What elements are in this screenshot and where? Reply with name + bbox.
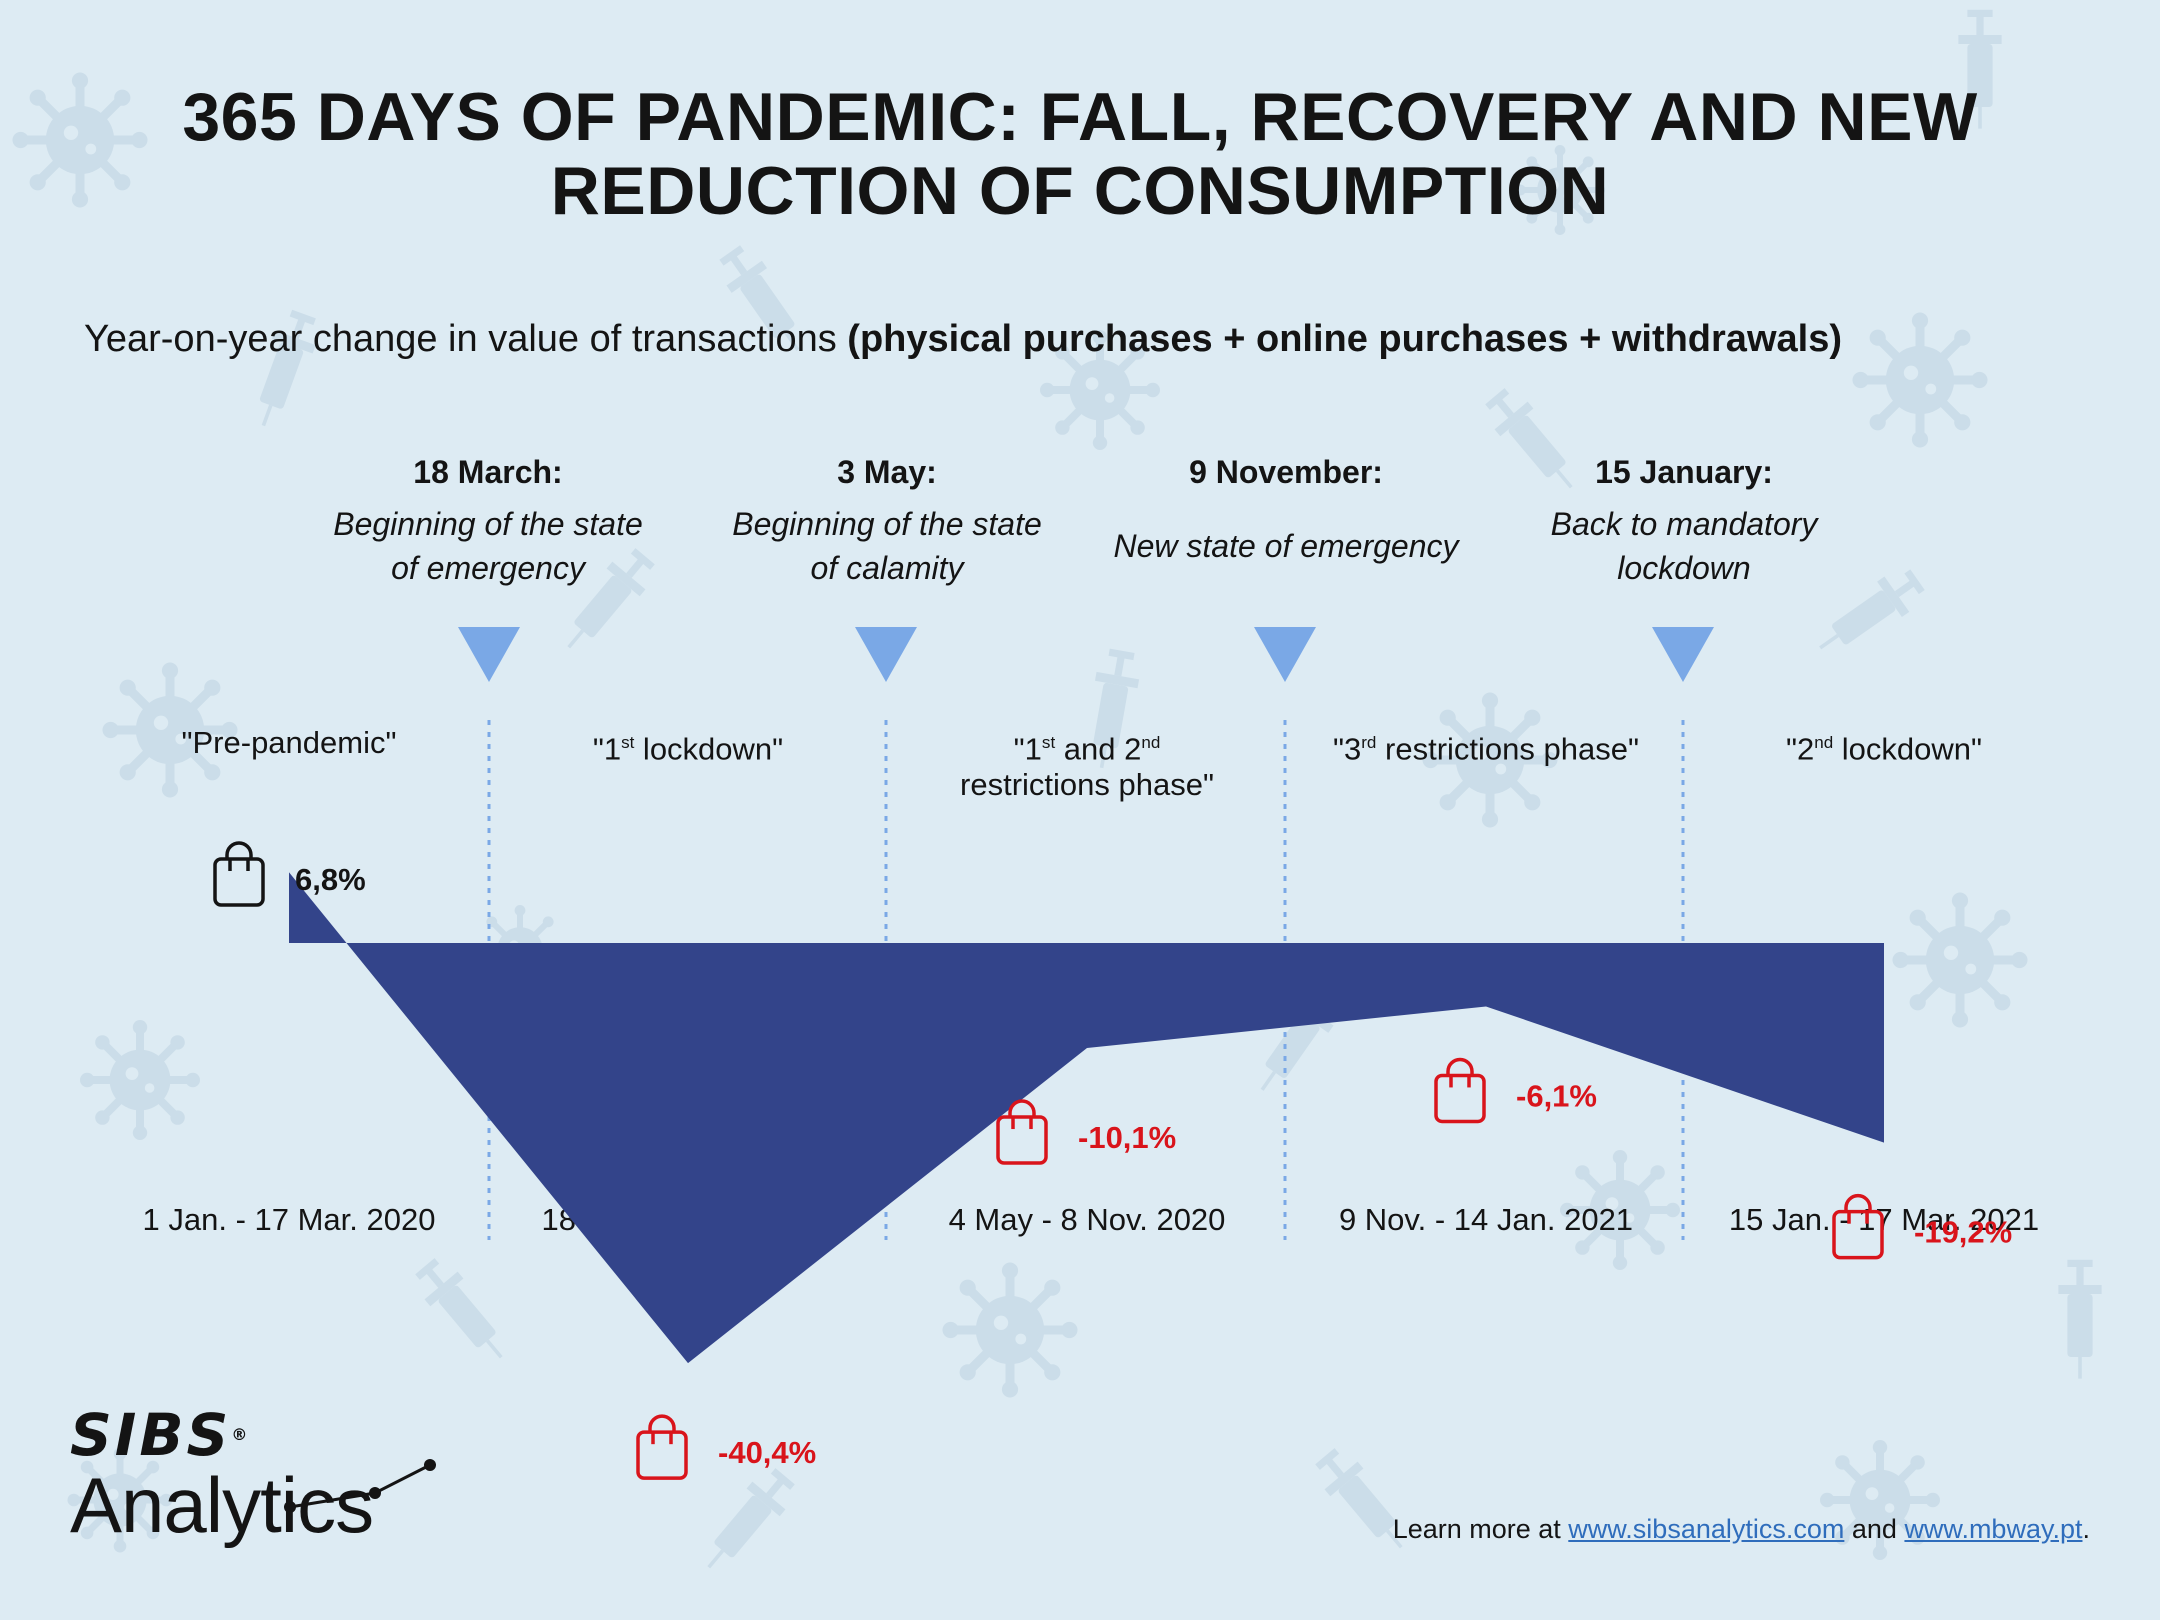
date-range-label: 9 Nov. - 14 Jan. 2021 bbox=[1338, 1202, 1634, 1237]
date-range-label: 4 May - 8 Nov. 2020 bbox=[948, 1202, 1226, 1237]
mbway-link[interactable]: www.mbway.pt bbox=[1904, 1514, 2083, 1544]
period-label-text: lockdown" bbox=[634, 731, 784, 767]
event-description: Back to mandatory lockdown bbox=[1494, 502, 1874, 590]
footer-middle: and bbox=[1844, 1514, 1905, 1544]
event-15-january: 15 January: Back to mandatory lockdown bbox=[1494, 452, 1874, 590]
period-label-text: "1 bbox=[592, 731, 622, 767]
triangle-down-icon bbox=[1652, 627, 1714, 682]
period-label: "3rd restrictions phase" bbox=[1276, 725, 1696, 767]
value-label: -19,2% bbox=[1914, 1215, 2012, 1250]
sibsanalytics-link[interactable]: www.sibsanalytics.com bbox=[1568, 1514, 1845, 1544]
chart-subtitle: Year-on-year change in value of transact… bbox=[84, 318, 1842, 361]
shopping-bag-icon bbox=[636, 1414, 688, 1480]
event-description: Beginning of the state of emergency bbox=[298, 502, 678, 590]
period-label-text: st bbox=[1041, 733, 1056, 752]
event-description-line: Back to mandatory bbox=[1550, 506, 1818, 542]
period-label: "1st lockdown" bbox=[478, 725, 898, 767]
logo-registered-mark: ® bbox=[231, 1425, 251, 1444]
period-label-text: lockdown" bbox=[1833, 731, 1983, 767]
triangle-down-icon bbox=[458, 627, 520, 682]
page-title: 365 DAYS OF PANDEMIC: FALL, RECOVERY AND… bbox=[0, 80, 2160, 228]
logo-analytics: Analytics bbox=[70, 1461, 374, 1549]
triangle-down-icon bbox=[1254, 627, 1316, 682]
shopping-bag-icon bbox=[213, 841, 265, 907]
period-label-text: "Pre-pandemic" bbox=[181, 725, 397, 760]
subtitle-bold: (physical purchases + online purchases +… bbox=[847, 318, 1842, 360]
event-description-line: Beginning of the state bbox=[333, 506, 643, 542]
value-label: -6,1% bbox=[1516, 1078, 1597, 1113]
event-date: 18 March: bbox=[413, 454, 563, 490]
shopping-bag-icon bbox=[996, 1099, 1048, 1165]
triangle-down-icon bbox=[855, 627, 917, 682]
shopping-bag-icon bbox=[1832, 1193, 1884, 1260]
subtitle-plain: Year-on-year change in value of transact… bbox=[84, 318, 848, 360]
sibs-analytics-logo: SIBS® Analytics bbox=[70, 1405, 436, 1549]
period-label-text: "1 bbox=[1013, 731, 1042, 767]
period-label: "2nd lockdown" bbox=[1674, 725, 2094, 767]
period-label-text: restrictions phase" bbox=[960, 767, 1214, 803]
event-description-line: of calamity bbox=[810, 550, 964, 586]
period-label-text: nd bbox=[1814, 733, 1834, 752]
period-label: "1st and 2nd restrictions phase" bbox=[877, 725, 1297, 803]
event-description-line: Beginning of the state bbox=[732, 506, 1042, 542]
area-negative bbox=[346, 943, 1885, 1364]
event-18-march: 18 March: Beginning of the state of emer… bbox=[298, 452, 678, 590]
area-positive bbox=[289, 872, 347, 943]
logo-sibs: SIBS® bbox=[70, 1405, 373, 1465]
event-description-line: of emergency bbox=[391, 550, 585, 586]
period-label-text: "2 bbox=[1785, 731, 1815, 767]
event-description-line: New state of emergency bbox=[1113, 528, 1459, 564]
title-line-1: 365 DAYS OF PANDEMIC: FALL, RECOVERY AND… bbox=[182, 79, 1978, 155]
event-date: 15 January: bbox=[1595, 454, 1773, 490]
value-label: 6,8% bbox=[295, 862, 366, 897]
event-9-november: 9 November: New state of emergency bbox=[1096, 452, 1476, 568]
footer-suffix: . bbox=[2082, 1514, 2090, 1544]
period-label-text: restrictions phase" bbox=[1376, 731, 1639, 767]
event-3-may: 3 May: Beginning of the state of calamit… bbox=[697, 452, 1077, 590]
shopping-bag-icon bbox=[1434, 1057, 1486, 1124]
value-label: -10,1% bbox=[1078, 1120, 1176, 1155]
event-date: 9 November: bbox=[1189, 454, 1383, 490]
event-date: 3 May: bbox=[837, 454, 937, 490]
period-label-text: "3 bbox=[1333, 731, 1362, 767]
event-description: New state of emergency bbox=[1096, 524, 1476, 568]
event-description-line: lockdown bbox=[1617, 550, 1751, 586]
event-description: Beginning of the state of calamity bbox=[697, 502, 1077, 590]
footer: Learn more at www.sibsanalytics.com and … bbox=[1393, 1514, 2090, 1545]
logo-sibs-text: SIBS bbox=[70, 1401, 232, 1469]
date-range-label: 15 Jan. - 17 Mar. 2021 bbox=[1728, 1202, 2040, 1237]
footer-prefix: Learn more at bbox=[1392, 1514, 1569, 1544]
title-line-2: REDUCTION OF CONSUMPTION bbox=[550, 153, 1610, 229]
date-range-label: 1 Jan. - 17 Mar. 2020 bbox=[142, 1202, 436, 1237]
period-label: "Pre-pandemic" bbox=[79, 725, 499, 761]
period-label-text: and 2 bbox=[1055, 731, 1142, 767]
value-label: -40,4% bbox=[718, 1435, 816, 1470]
logo-network-icon bbox=[284, 1459, 436, 1513]
period-label-text: st bbox=[621, 733, 635, 752]
period-label-text: nd bbox=[1141, 733, 1161, 752]
period-label-text: rd bbox=[1361, 733, 1377, 752]
